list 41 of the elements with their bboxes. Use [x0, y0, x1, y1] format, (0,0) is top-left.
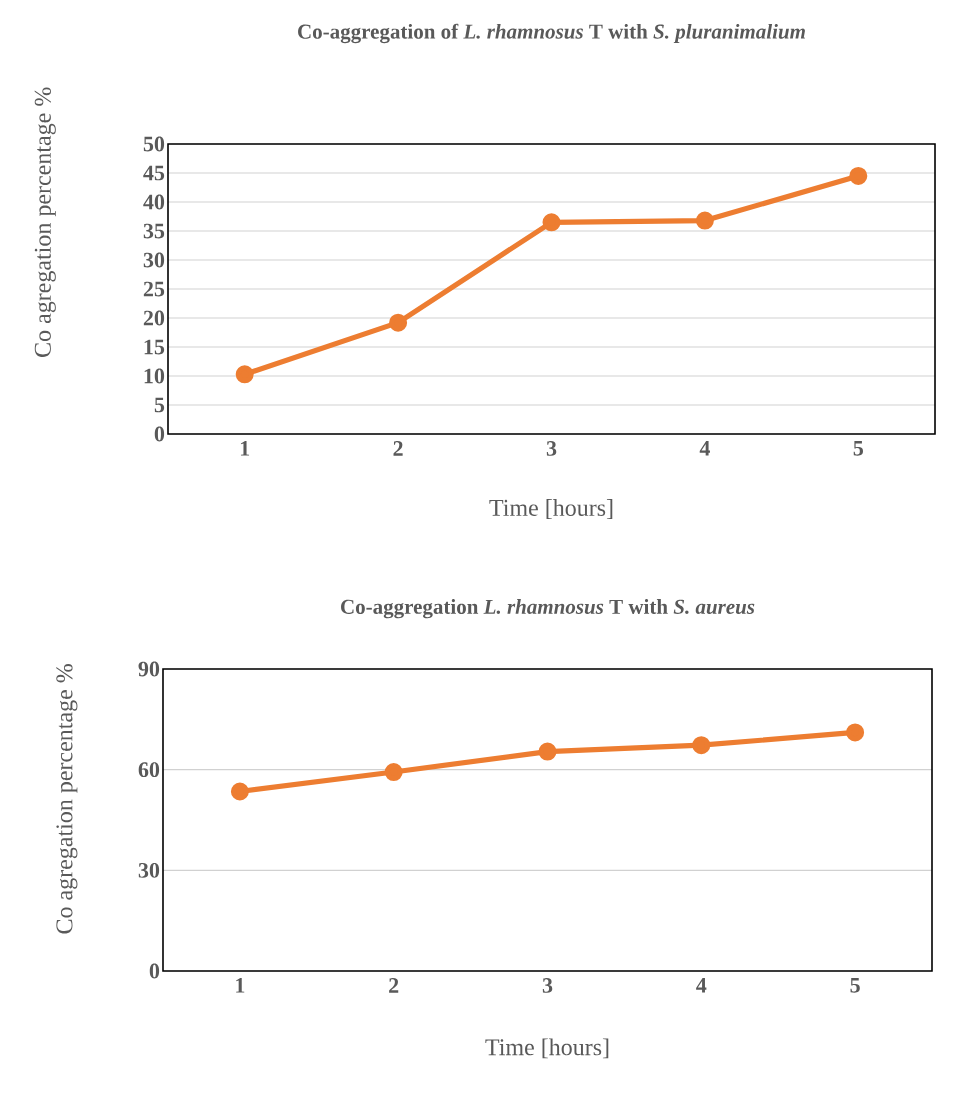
x-tick-label: 1 — [240, 441, 250, 456]
point — [695, 211, 714, 230]
chart-title: Co-aggregation L. rhamnosus T with S. aureus — [341, 599, 755, 619]
y-tick-label: 30 — [143, 252, 165, 268]
y-tick-label: 25 — [143, 281, 165, 297]
point — [230, 782, 249, 801]
y-tick-label: 5 — [154, 397, 165, 413]
x-tick-label: 2 — [393, 441, 403, 456]
point — [538, 742, 557, 761]
x-axis-title: Time [hours] — [489, 499, 613, 519]
x-tick-label: 5 — [850, 978, 860, 993]
x-tick-label: 3 — [542, 978, 553, 993]
y-tick-label: 50 — [143, 136, 165, 152]
y-tick-label: 20 — [143, 310, 165, 326]
y-axis-title: Co agregation percentage % — [56, 664, 78, 934]
y-tick-label: 60 — [138, 762, 160, 778]
y-axis-title: Co agregation percentage % — [34, 87, 56, 357]
x-tick-label: 2 — [389, 978, 399, 993]
x-tick-label: 5 — [853, 441, 863, 456]
x-axis-title: Time [hours] — [485, 1038, 609, 1059]
y-tick-label: 15 — [144, 339, 165, 355]
y-tick-label: 0 — [154, 426, 165, 442]
y-tick-label: 90 — [138, 661, 160, 677]
y-tick-label: 45 — [143, 165, 165, 181]
point — [542, 213, 561, 232]
y-tick-label: 0 — [149, 963, 160, 979]
x-tick-label: 3 — [546, 441, 557, 456]
point — [846, 723, 865, 742]
y-tick-label: 10 — [144, 368, 165, 384]
point — [692, 736, 711, 755]
y-tick-label: 40 — [143, 194, 165, 210]
point — [849, 166, 868, 185]
x-tick-label: 4 — [699, 441, 710, 456]
x-tick-label: 1 — [236, 978, 245, 993]
point — [384, 763, 403, 782]
point — [389, 313, 408, 332]
y-tick-label: 30 — [138, 862, 160, 878]
chart-title: Co-aggregation of L. rhamnosus T with S. pluranimalium — [298, 23, 805, 44]
x-tick-label: 4 — [696, 978, 707, 993]
y-tick-label: 35 — [143, 223, 165, 239]
point — [235, 365, 254, 384]
